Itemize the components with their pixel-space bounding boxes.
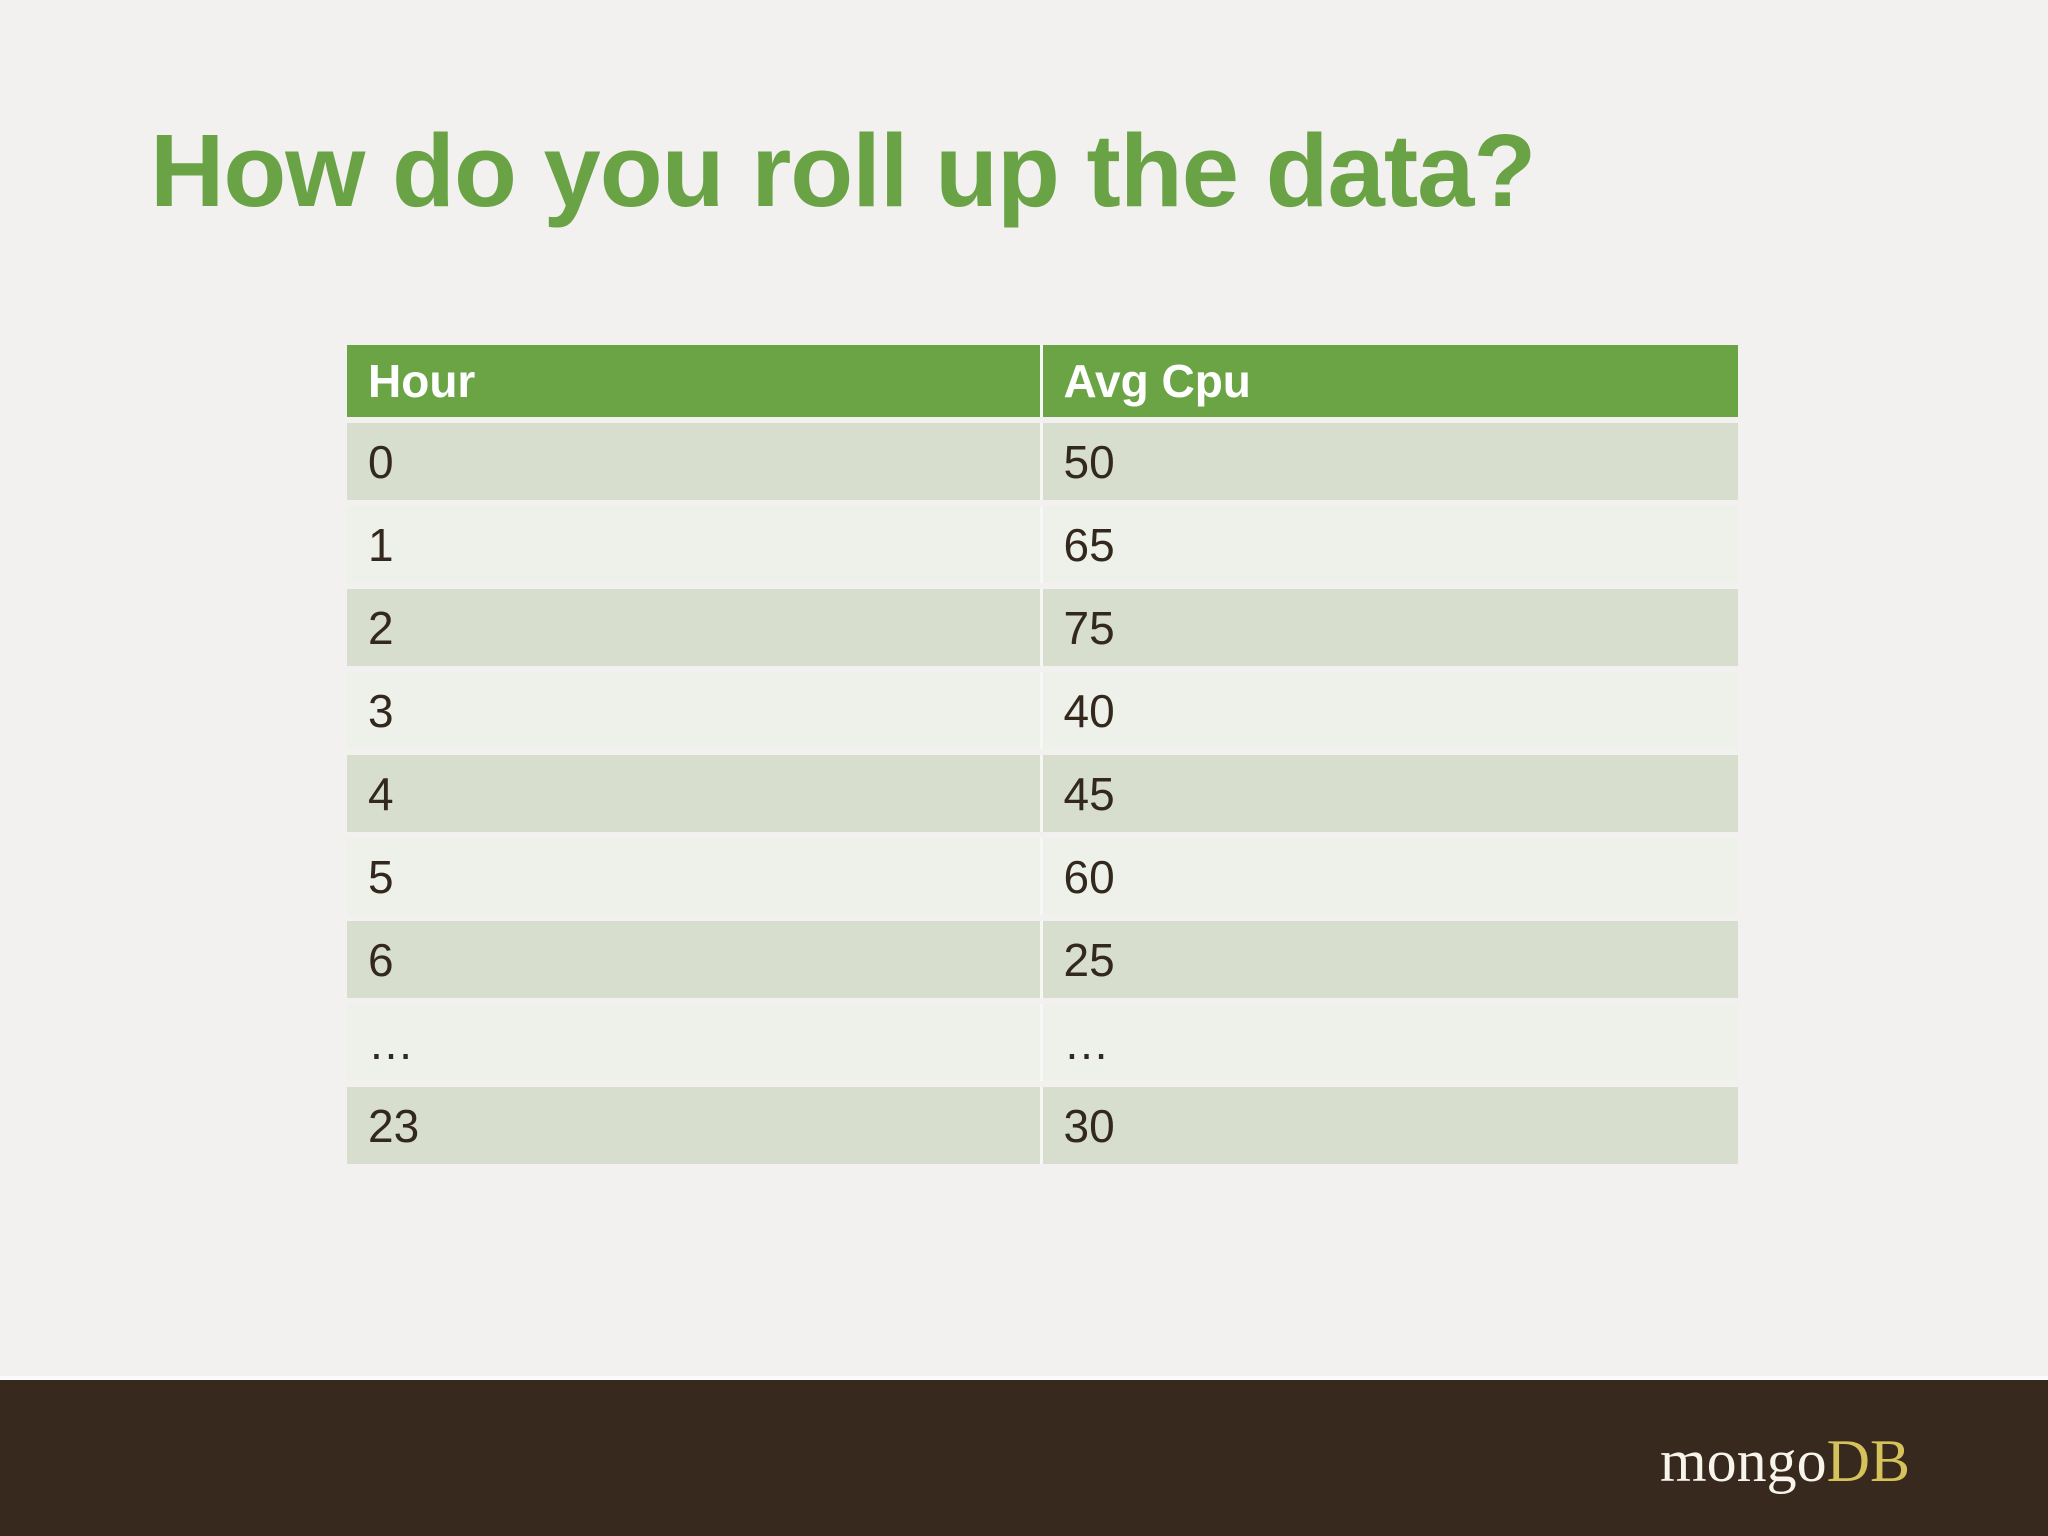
column-header-hour: Hour xyxy=(347,345,1043,417)
hour-cell: 4 xyxy=(347,755,1043,832)
avg-cpu-cell: 50 xyxy=(1042,423,1738,500)
hour-cell: 5 xyxy=(347,838,1043,915)
rollup-table-container: Hour Avg Cpu 0 50 1 65 2 75 3 40 4 45 5 60 6 25…… 23 30 xyxy=(347,339,1738,1170)
table-row: 0 50 xyxy=(347,423,1738,500)
footer-bar: mongoDB xyxy=(0,1376,2048,1536)
hour-cell: … xyxy=(347,1004,1043,1081)
avg-cpu-cell: 65 xyxy=(1042,506,1738,583)
table-row: 4 45 xyxy=(347,755,1738,832)
avg-cpu-cell: 45 xyxy=(1042,755,1738,832)
table-row: 1 65 xyxy=(347,506,1738,583)
avg-cpu-cell: … xyxy=(1042,1004,1738,1081)
rollup-table: Hour Avg Cpu 0 50 1 65 2 75 3 40 4 45 5 60 6 25…… 23 30 xyxy=(347,339,1738,1170)
hour-cell: 0 xyxy=(347,423,1043,500)
hour-cell: 3 xyxy=(347,672,1043,749)
table-row: 2 75 xyxy=(347,589,1738,666)
logo-text-mongo: mongo xyxy=(1659,1428,1827,1494)
hour-cell: 2 xyxy=(347,589,1043,666)
column-header-avg-cpu: Avg Cpu xyxy=(1042,345,1738,417)
avg-cpu-cell: 60 xyxy=(1042,838,1738,915)
header-row: Hour Avg Cpu xyxy=(347,345,1738,417)
avg-cpu-cell: 25 xyxy=(1042,921,1738,998)
table-body: 0 50 1 65 2 75 3 40 4 45 5 60 6 25…… 23 30 xyxy=(347,423,1738,1164)
table-row: 23 30 xyxy=(347,1087,1738,1164)
table-header: Hour Avg Cpu xyxy=(347,345,1738,417)
avg-cpu-cell: 40 xyxy=(1042,672,1738,749)
table-row: 3 40 xyxy=(347,672,1738,749)
slide-title: How do you roll up the data? xyxy=(150,113,1536,228)
avg-cpu-cell: 75 xyxy=(1042,589,1738,666)
hour-cell: 23 xyxy=(347,1087,1043,1164)
hour-cell: 1 xyxy=(347,506,1043,583)
table-row: …… xyxy=(347,1004,1738,1081)
logo-text-db: DB xyxy=(1826,1428,1910,1494)
avg-cpu-cell: 30 xyxy=(1042,1087,1738,1164)
table-row: 6 25 xyxy=(347,921,1738,998)
hour-cell: 6 xyxy=(347,921,1043,998)
mongodb-logo: mongoDB xyxy=(1660,1431,1910,1491)
table-row: 5 60 xyxy=(347,838,1738,915)
